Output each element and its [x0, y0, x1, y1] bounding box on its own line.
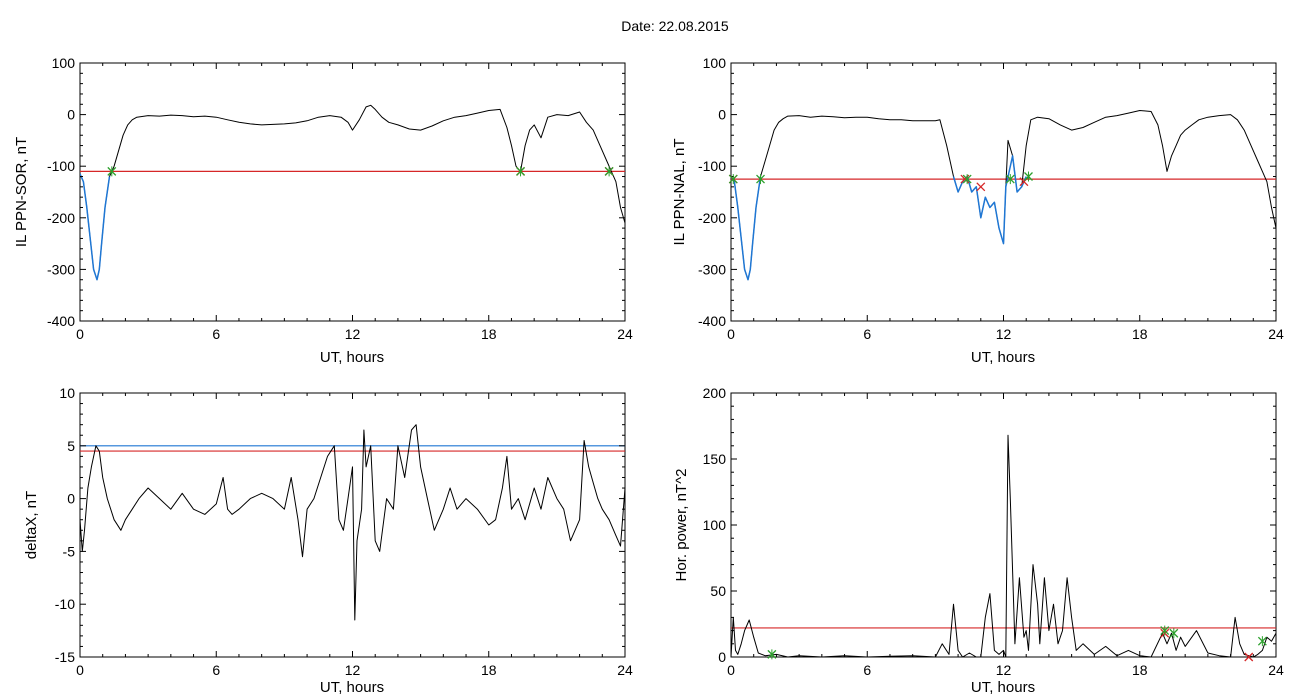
y-tick-label: 0: [67, 491, 75, 507]
crossing-marker: [728, 174, 738, 185]
y-tick-label: 0: [718, 649, 726, 665]
data-line: [80, 173, 111, 281]
crossing-marker: [107, 166, 117, 177]
y-tick-label: 10: [59, 385, 75, 401]
data-line: [731, 110, 1276, 281]
y-tick-label: 150: [703, 451, 727, 467]
panel-deltax: UT, hours deltaX, nT 0 6 12 18 24 -15 -10 -5 0 5 1…: [23, 385, 633, 696]
x-axis-label: UT, hours: [320, 349, 384, 366]
y-tick-label: -300: [47, 261, 75, 277]
crossing-marker: [1024, 171, 1033, 182]
crossing-marker: [976, 182, 986, 192]
x-tick-label: 6: [863, 662, 871, 678]
x-tick-label: 18: [481, 662, 497, 678]
x-tick-label: 6: [863, 326, 871, 342]
y-axis-label: Hor. power, nT^2: [673, 469, 690, 582]
x-axis-label: UT, hours: [971, 349, 1035, 366]
x-tick-label: 0: [76, 662, 84, 678]
panel-ppn-nal: UT, hours IL PPN-NAL, nT 0 6 12 18 24 -400 -30…: [671, 55, 1284, 366]
y-tick-label: 0: [67, 107, 75, 123]
x-tick-label: 24: [617, 662, 633, 678]
data-line: [731, 434, 1276, 657]
y-tick-label: -100: [47, 158, 75, 174]
x-tick-label: 0: [76, 326, 84, 342]
x-tick-label: 0: [727, 662, 735, 678]
crossing-marker: [1257, 636, 1267, 647]
plot-area: [731, 434, 1276, 657]
y-tick-label: 200: [703, 385, 727, 401]
x-tick-label: 12: [996, 326, 1012, 342]
y-tick-label: 100: [52, 55, 76, 71]
plot-area: [80, 424, 625, 621]
x-tick-label: 18: [1132, 326, 1148, 342]
crossing-marker: [1169, 628, 1179, 639]
y-tick-label: -400: [47, 313, 75, 329]
plot-frame: [79, 392, 626, 658]
crossing-marker: [1160, 625, 1170, 636]
y-tick-label: 0: [718, 107, 726, 123]
figure-title: Date: 22.08.2015: [621, 18, 729, 34]
x-tick-label: 24: [617, 326, 633, 342]
data-line: [80, 104, 625, 281]
x-axis-label: UT, hours: [971, 679, 1035, 696]
data-line: [731, 176, 762, 281]
y-tick-label: 100: [703, 517, 727, 533]
crossing-marker: [604, 166, 614, 177]
plot-frame: [79, 62, 626, 322]
x-tick-label: 18: [1132, 662, 1148, 678]
y-tick-label: -10: [55, 596, 75, 612]
x-tick-label: 6: [212, 326, 220, 342]
crossing-marker: [1244, 652, 1254, 662]
y-tick-label: 50: [710, 583, 726, 599]
crossing-marker: [516, 166, 526, 177]
crossing-marker: [756, 174, 765, 185]
y-axis-label: deltaX, nT: [23, 491, 40, 559]
x-tick-label: 12: [345, 326, 361, 342]
y-tick-label: -400: [698, 313, 726, 329]
x-tick-label: 24: [1268, 662, 1284, 678]
data-line: [80, 424, 625, 621]
x-tick-label: 18: [481, 326, 497, 342]
x-tick-label: 6: [212, 662, 220, 678]
plot-frame: [730, 392, 1277, 658]
x-tick-label: 12: [345, 662, 361, 678]
crossing-marker: [767, 649, 777, 660]
plot-frame: [730, 62, 1277, 322]
x-tick-label: 0: [727, 326, 735, 342]
x-tick-label: 12: [996, 662, 1012, 678]
y-tick-label: -200: [47, 210, 75, 226]
x-axis-label: UT, hours: [320, 679, 384, 696]
x-tick-label: 24: [1268, 326, 1284, 342]
panel-hor-power: UT, hours Hor. power, nT^2 0 6 12 18 24 0 50 10…: [673, 385, 1284, 696]
plot-area: [80, 104, 625, 281]
y-axis-label: IL PPN-SOR, nT: [13, 137, 30, 247]
y-tick-label: -15: [55, 649, 75, 665]
y-tick-label: -300: [698, 261, 726, 277]
plot-area: [731, 110, 1276, 281]
y-tick-label: -100: [698, 158, 726, 174]
y-axis-label: IL PPN-NAL, nT: [671, 139, 688, 246]
y-tick-label: -5: [63, 543, 76, 559]
crossing-marker: [1005, 174, 1015, 185]
y-tick-label: 5: [67, 438, 75, 454]
data-line: [952, 155, 1027, 245]
panel-ppn-sor: UT, hours IL PPN-SOR, nT 0 6 12 18 24 -400 -30…: [13, 55, 633, 366]
crossing-marker: [962, 174, 972, 185]
y-tick-label: 100: [703, 55, 727, 71]
y-tick-label: -200: [698, 210, 726, 226]
